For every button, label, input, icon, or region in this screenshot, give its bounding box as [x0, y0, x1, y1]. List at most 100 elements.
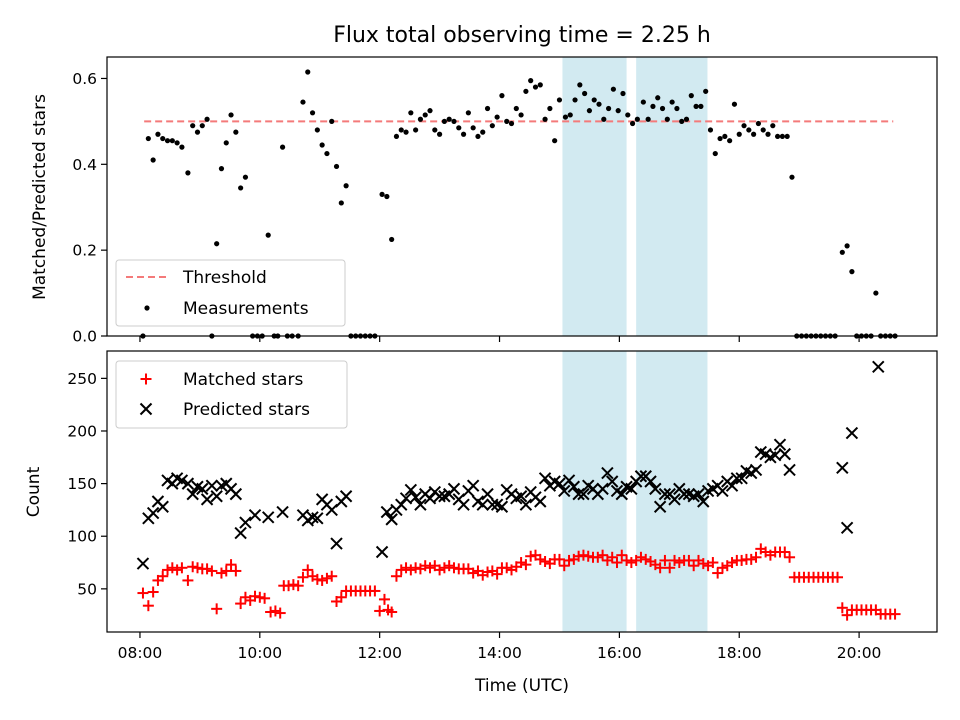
matched-point	[162, 564, 174, 576]
predicted-point	[872, 360, 885, 373]
measurement-point	[731, 101, 738, 107]
matched-point	[611, 557, 623, 569]
legend-measurements-swatch	[144, 305, 150, 311]
measurement-point	[432, 127, 438, 133]
measurement-point	[615, 108, 621, 114]
predicted-point	[466, 479, 480, 492]
matched-point	[230, 565, 242, 577]
legend-measurements-label: Measurements	[183, 299, 309, 319]
cross-stroke-b	[519, 498, 533, 511]
matched-point	[235, 598, 247, 610]
cross-stroke-b	[610, 484, 624, 498]
measurement-point	[228, 112, 234, 118]
matched-point	[400, 562, 412, 574]
measurement-point	[518, 112, 524, 118]
matched-point	[448, 562, 460, 574]
cross-stroke-b	[553, 477, 566, 490]
measurement-point	[664, 116, 670, 122]
measurement-point	[389, 236, 395, 243]
matched-point	[688, 560, 700, 572]
ratio-panel: 0.0 0.2 0.4 0.6 Matched/Predicted stars Thr…	[30, 56, 938, 346]
predicted-point	[836, 461, 849, 475]
measurement-point	[398, 127, 404, 133]
x-tick-label: 16:00	[597, 644, 642, 662]
matched-point	[254, 591, 266, 603]
matched-point	[137, 587, 149, 599]
predicted-point	[601, 466, 614, 480]
predicted-point	[495, 500, 509, 513]
legend-predicted-marker	[139, 402, 153, 416]
predicted-point	[433, 490, 446, 503]
predicted-point	[210, 490, 223, 503]
matched-point	[283, 580, 295, 592]
cross-stroke-b	[615, 487, 628, 501]
measurement-point	[683, 116, 690, 122]
measurement-point	[669, 99, 675, 105]
matched-point	[712, 567, 724, 579]
measurement-point	[305, 69, 311, 75]
measurement-point	[329, 118, 335, 124]
matched-point	[736, 554, 748, 566]
measurement-point	[185, 170, 191, 176]
matched-point	[225, 559, 237, 571]
measurement-point	[556, 97, 563, 103]
matched-point	[664, 562, 676, 574]
cross-stroke-b	[582, 479, 595, 492]
predicted-point	[276, 505, 289, 519]
matched-point	[321, 572, 333, 584]
measurement-point	[532, 84, 539, 90]
measurement-point	[779, 133, 785, 140]
bottom-y-tick-label: 100	[67, 528, 97, 546]
legend-matched-marker	[140, 373, 152, 385]
predicted-point	[239, 516, 252, 529]
matched-point	[419, 560, 431, 572]
cross-stroke-b	[395, 498, 408, 511]
predicted-point	[840, 521, 854, 535]
cross-stroke-b	[311, 512, 324, 525]
top-y-tick-label: 0.2	[72, 242, 97, 260]
observing-span-top-1	[636, 57, 708, 336]
measurement-point	[324, 150, 330, 157]
measurement-point	[751, 131, 757, 137]
predicted-point	[476, 498, 489, 511]
bottom-y-tick-label: 200	[67, 422, 97, 440]
top-y-tick-label: 0.4	[72, 156, 97, 174]
measurement-point	[755, 120, 762, 127]
cross-stroke-b	[548, 475, 561, 488]
matched-point	[841, 609, 853, 621]
measurement-point	[465, 110, 471, 116]
predicted-point	[156, 500, 169, 513]
matched-point	[297, 571, 309, 583]
predicted-point	[692, 487, 705, 501]
cross-stroke-b	[136, 557, 150, 570]
cross-stroke-b	[649, 482, 662, 496]
measurement-point	[765, 131, 771, 137]
measurement-point	[174, 140, 180, 146]
cross-stroke-b	[677, 487, 691, 501]
predicted-point	[649, 482, 662, 496]
matched-point	[292, 580, 304, 592]
matched-point	[592, 551, 604, 563]
measurement-point	[727, 138, 733, 144]
measurement-point	[542, 116, 548, 122]
matched-point	[616, 549, 628, 561]
matched-point	[832, 571, 844, 583]
cross-stroke-b	[200, 493, 214, 506]
count-panel: 50 100 150 200 250 08:00 10:00 12:00 14:00 16:00…	[24, 350, 938, 696]
cross-stroke-b	[481, 487, 494, 501]
cross-stroke-b	[447, 482, 461, 496]
predicted-point	[658, 487, 672, 501]
measurement-point	[338, 200, 344, 206]
predicted-point	[375, 545, 389, 559]
measurement-point	[849, 269, 855, 275]
predicted-point	[261, 511, 275, 524]
measurement-point	[379, 191, 385, 197]
matched-point	[654, 562, 666, 574]
predicted-point	[380, 505, 394, 519]
matched-point	[424, 562, 436, 574]
matched-point	[539, 555, 551, 567]
measurement-point	[475, 133, 481, 140]
matched-point	[166, 562, 178, 574]
measurement-point	[774, 133, 781, 140]
cross-stroke-b	[191, 480, 204, 493]
